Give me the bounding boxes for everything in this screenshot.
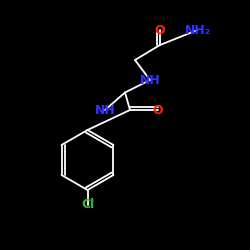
Text: O: O xyxy=(155,24,165,36)
Text: NH: NH xyxy=(94,104,116,117)
Text: NH₂: NH₂ xyxy=(184,24,210,36)
Text: Cl: Cl xyxy=(81,198,94,211)
Text: NH: NH xyxy=(140,74,160,86)
Text: O: O xyxy=(152,104,163,117)
